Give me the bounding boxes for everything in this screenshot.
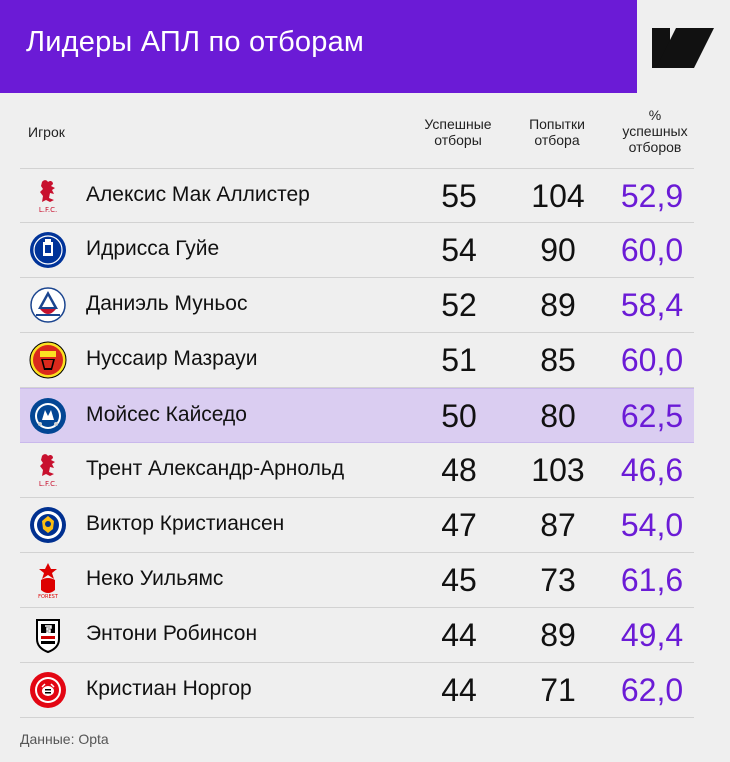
attempted-tackles: 71 [540,672,576,708]
player-name: Нуссаир Мазрауи [86,347,258,370]
table-row: L.F.C. Трент Александр-Арнольд 48 103 46… [20,443,694,498]
leaders-table: L.F.C. Алексис Мак Аллистер 55 104 52,9 … [20,168,694,718]
success-percent: 52,9 [620,178,684,214]
attempted-tackles: 80 [540,398,576,434]
nottingham-forest-crest-icon: FOREST [38,563,59,600]
column-header-successful-line: Успешные [424,116,492,132]
player-name: Виктор Кристиансен [86,512,285,535]
attempted-tackles: 73 [540,562,576,598]
table-row: Даниэль Муньос 52 89 58,4 [20,278,694,333]
successful-tackles: 50 [441,398,477,434]
attempted-tackles: 104 [531,178,585,214]
crystal-palace-crest-icon [30,287,66,323]
attempted-tackles: 103 [531,452,585,488]
attempted-tackles: 90 [540,232,576,268]
crest-text: L.F.C. [39,206,57,214]
table-row: Энтони Робинсон 44 89 49,4 [20,608,694,663]
crest-text: L.F.C. [39,480,57,488]
attempted-tackles: 85 [540,342,576,378]
table-row: FOREST Неко Уильямс 45 73 61,6 [20,553,694,608]
header-banner: Лидеры АПЛ по отборам [0,0,637,93]
attempted-tackles: 89 [540,617,576,653]
column-header-player: Игрок [28,124,65,140]
attempted-tackles: 87 [540,507,576,543]
brentford-crest-icon [30,672,66,708]
player-name: Трент Александр-Арнольд [86,457,345,480]
success-percent: 49,4 [620,617,684,653]
player-name: Кристиан Норгор [86,677,252,700]
page-title: Лидеры АПЛ по отборам [26,26,365,58]
liverpool-crest-icon: L.F.C. [39,454,57,488]
successful-tackles: 44 [441,672,477,708]
column-header-successful-line: отборы [434,132,482,148]
column-header-percent-line: % [648,107,662,123]
column-header-percent: % успешных отборов [595,107,715,155]
table-row: Идрисса Гуйе 54 90 60,0 [20,223,694,278]
table-row: Нуссаир Мазрауи 51 85 60,0 [20,333,694,388]
man-united-crest-icon [29,341,67,379]
successful-tackles: 47 [441,507,477,543]
attempted-tackles: 89 [540,287,576,323]
player-name: Алексис Мак Аллистер [86,183,310,206]
successful-tackles: 44 [441,617,477,653]
success-percent: 61,6 [620,562,684,598]
table-row: Виктор Кристиансен 47 87 54,0 [20,498,694,553]
column-header-attempts-line: отбора [534,132,580,148]
player-name: Энтони Робинсон [86,622,258,645]
successful-tackles: 45 [441,562,477,598]
column-header-attempts: Попытки отбора [497,116,617,148]
success-percent: 60,0 [620,342,684,378]
success-percent: 60,0 [620,232,684,268]
fulham-crest-icon [36,619,60,654]
table-row-highlighted: Мойсес Кайседо 50 80 62,5 [20,388,694,443]
successful-tackles: 55 [441,178,477,214]
everton-crest-icon [30,232,66,268]
success-percent: 62,5 [620,398,684,434]
player-name: Идрисса Гуйе [86,237,220,260]
liverpool-crest-icon: L.F.C. [39,180,57,214]
column-header-successful: Успешные отборы [398,116,518,148]
success-percent: 62,0 [620,672,684,708]
table-row: Кристиан Норгор 44 71 62,0 [20,663,694,718]
player-name: Неко Уильямс [86,567,224,590]
chelsea-crest-icon [30,398,66,434]
success-percent: 46,6 [620,452,684,488]
successful-tackles: 52 [441,287,477,323]
success-percent: 54,0 [620,507,684,543]
leicester-crest-icon [30,507,66,543]
table-row: L.F.C. Алексис Мак Аллистер 55 104 52,9 [20,168,694,223]
data-source: Данные: Opta [20,731,109,747]
success-percent: 58,4 [620,287,684,323]
column-header-percent-line: успешных [622,123,688,139]
player-name: Мойсес Кайседо [86,403,247,426]
sports-ru-logo-icon [652,28,714,68]
successful-tackles: 51 [441,342,477,378]
successful-tackles: 48 [441,452,477,488]
column-header-attempts-line: Попытки [529,116,585,132]
column-header-percent-line: отборов [628,139,682,155]
player-name: Даниэль Муньос [86,292,248,315]
crest-text: FOREST [38,594,59,600]
successful-tackles: 54 [441,232,477,268]
